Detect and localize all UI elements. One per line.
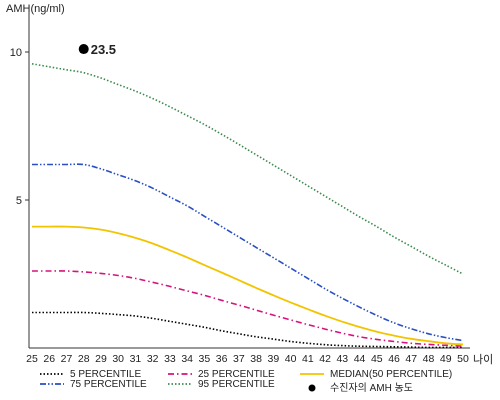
series-line-5-percentile [32,311,463,349]
x-tick-label: 48 [423,353,435,365]
x-tick-label: 26 [43,353,55,365]
x-tick-label: 49 [440,353,452,365]
x-tick-label: 34 [181,353,193,365]
x-tick-label: 45 [371,353,383,365]
x-tick-label: 43 [336,353,348,365]
x-tick-label: 42 [319,353,331,365]
legend-marker-label: 수진자의 AMH 농도 [330,382,413,394]
x-axis-label: 나이 [473,353,493,366]
x-tick-label: 35 [199,353,211,365]
y-axis-label: AMH(ng/ml) [6,3,65,15]
legend-label: MEDIAN(50 PERCENTILE) [330,369,452,380]
patient-amh-value-label: 23.5 [91,42,116,57]
x-tick-label: 30 [112,353,124,365]
y-tick-label: 5 [16,195,22,207]
series-layer [31,63,464,349]
x-tick-label: 25 [26,353,38,365]
x-tick-label: 36 [216,353,228,365]
marker-layer: 23.5 [78,42,116,57]
x-tick-label: 44 [354,353,366,365]
legend-label: 95 PERCENTILE [198,379,275,390]
x-tick-label: 47 [405,353,417,365]
series-line-median-50-percentile [32,225,464,346]
series-line-25-percentile [31,270,464,347]
x-tick-label: 46 [388,353,400,365]
x-tick-label: 28 [78,353,90,365]
x-tick-label: 31 [130,353,142,365]
legend-marker-swatch [308,384,316,392]
axes: AMH(ng/ml) 5 10 25 26 27 28 29 30 31 32 33 34 35 36 37 3… [6,3,493,366]
x-tick-label: 33 [164,353,176,365]
x-tick-label: 41 [302,353,314,365]
legend: 5 PERCENTILE 25 PERCENTILE MEDIAN(50 PERCE… [40,369,452,394]
series-line-95-percentile [31,63,464,275]
x-tick-label: 32 [147,353,159,365]
legend-label: 5 PERCENTILE [70,369,141,380]
x-tick-label: 39 [268,353,280,365]
patient-amh-marker [78,44,89,55]
x-tick-label: 50 [457,353,469,365]
legend-label: 25 PERCENTILE [198,369,275,380]
y-tick-label: 10 [10,47,22,59]
legend-label: 75 PERCENTILE [70,379,147,390]
x-tick-label: 27 [61,353,73,365]
series-line-75-percentile [32,163,464,342]
x-tick-label: 29 [95,353,107,365]
x-tick-label: 37 [233,353,245,365]
x-tick-label: 38 [250,353,262,365]
x-tick-label: 40 [285,353,297,365]
